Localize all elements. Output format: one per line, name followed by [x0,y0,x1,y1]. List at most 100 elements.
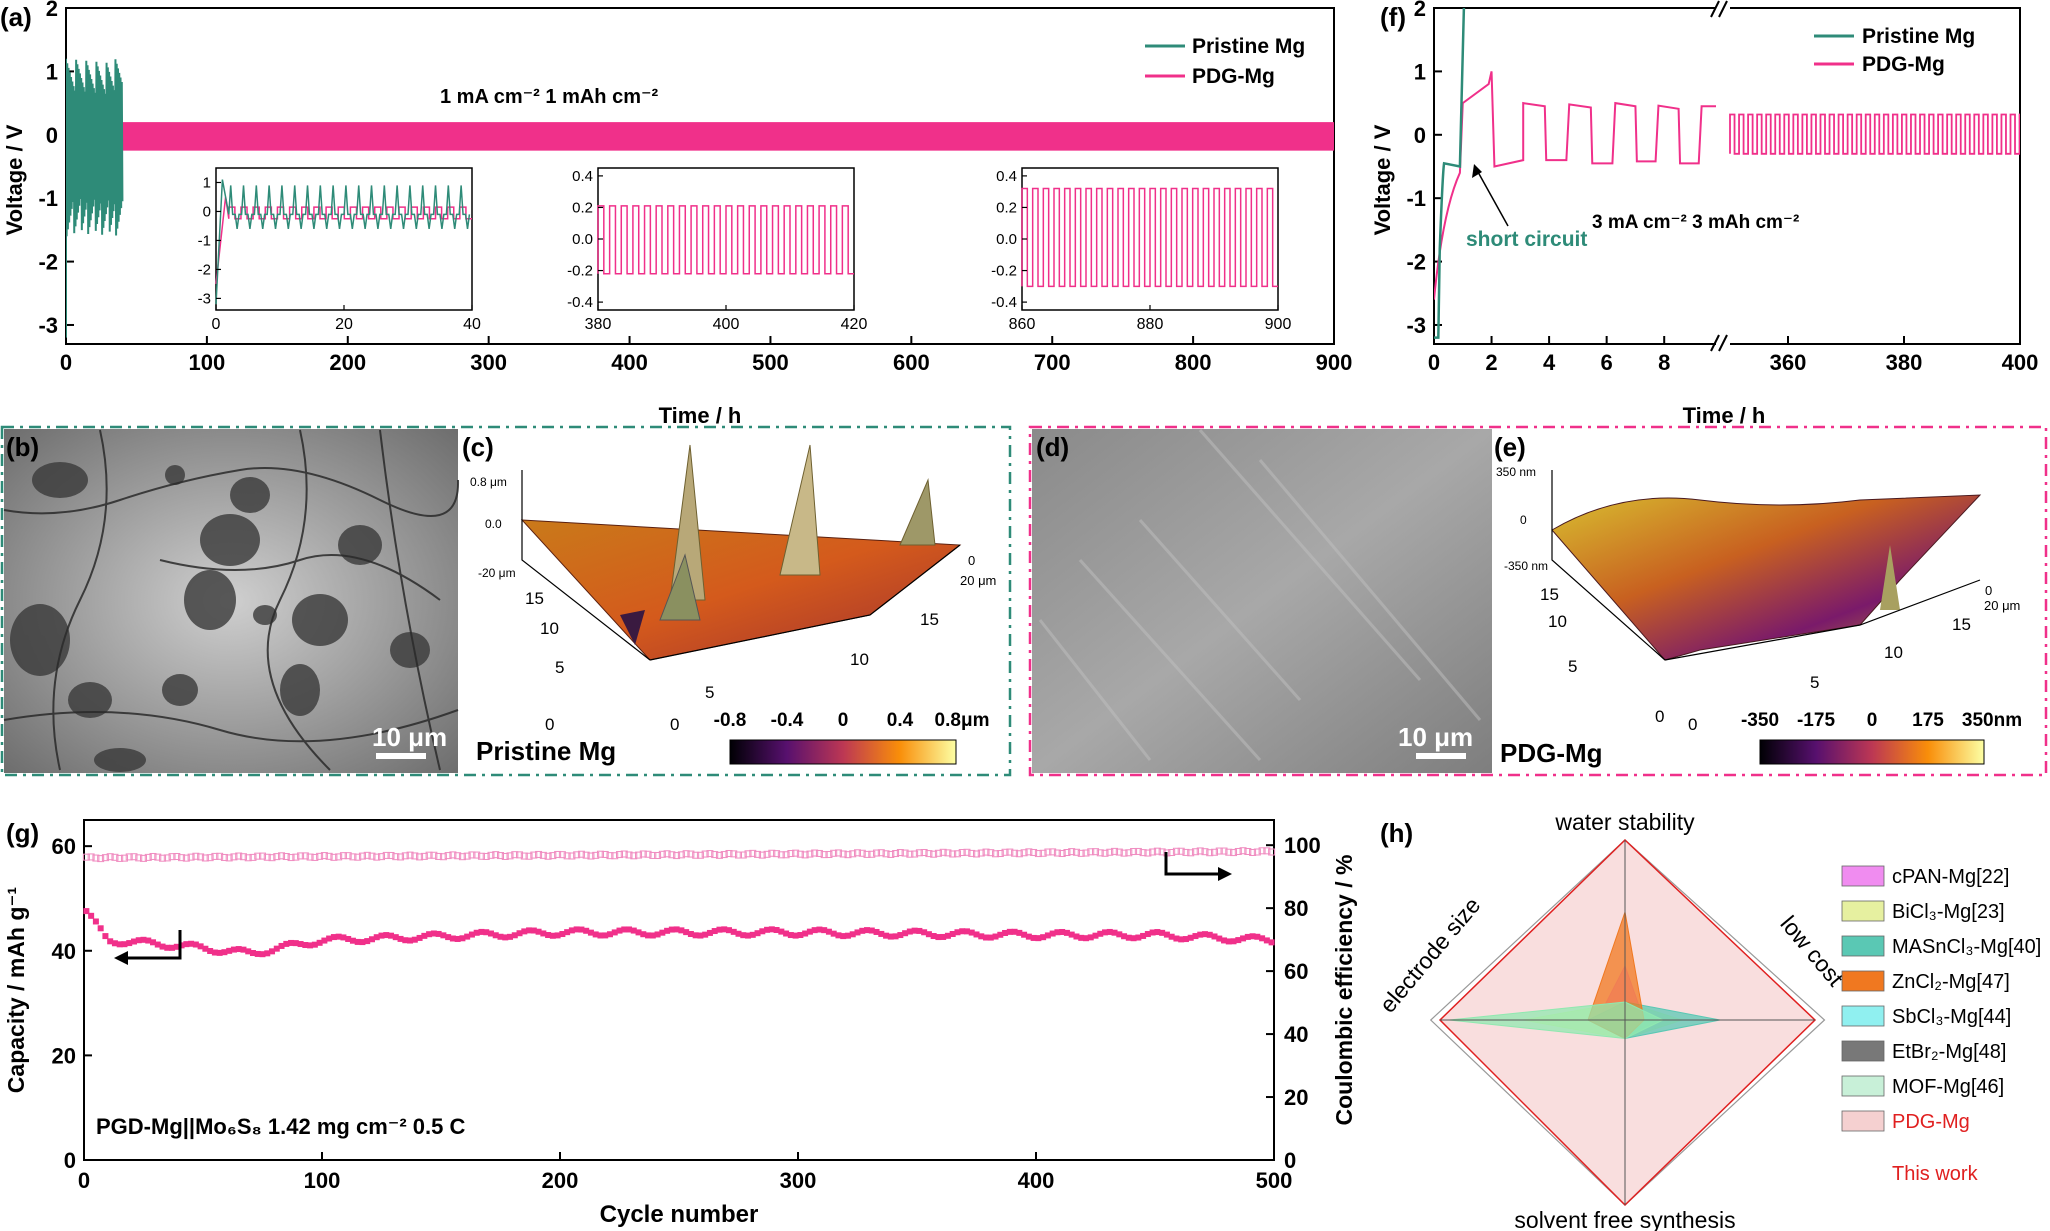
capacity-point [716,926,723,933]
capacity-point [864,927,871,934]
sem-image-d: 10 μm (d) [1032,429,1492,773]
capacity-point [426,931,433,938]
colorbar-e-tick-0: -350 [1741,710,1779,731]
inset1-xtick-label-40: 40 [463,316,481,333]
capacity-point [402,937,409,944]
ce-point [149,852,157,860]
capacity-point [1254,933,1261,940]
capacity-point [768,926,775,933]
capacity-point [654,931,661,938]
capacity-point [173,943,180,950]
capacity-point [240,946,247,953]
ce-point [92,854,100,862]
afm-e-x15: 15 [1952,615,1971,634]
capacity-point [1049,930,1056,937]
capacity-point [1230,938,1237,945]
capacity-point [611,929,618,936]
capacity-point [745,932,752,939]
ce-point [182,854,190,862]
ce-point [335,853,343,861]
capacity-point [821,927,828,934]
capacity-point [1268,939,1275,946]
ce-point [539,851,547,859]
inset2-xtick-label-400: 400 [713,316,740,333]
ce-point [354,853,362,861]
capacity-point [497,933,504,940]
ce-point [230,853,238,861]
g-ytick-label-60: 60 [52,834,76,859]
ce-point [168,853,176,861]
ce-point [406,851,414,859]
capacity-point [116,941,123,948]
capacity-point [216,949,223,956]
ce-point [1120,849,1128,857]
panel-h-label: (h) [1380,818,1413,848]
ce-point [116,854,124,862]
capacity-point [787,932,794,939]
capacity-point [1035,935,1042,942]
capacity-point [1197,931,1204,938]
inset3-ytick-label--0.2: -0.2 [991,263,1017,280]
a-xtick-label-600: 600 [893,350,930,375]
panel-c-label: (c) [462,432,494,462]
f-ytick-label--1: -1 [1406,186,1426,211]
ce-point [1011,849,1019,857]
inset1-ytick-label-1: 1 [203,174,211,191]
afm-e-x10: 10 [1884,643,1903,662]
ce-point [1225,848,1233,856]
ce-point [1268,848,1276,856]
panel-d-label: (d) [1036,432,1069,462]
inset-a2-pdg-series [597,205,854,275]
legend-swatch-2 [1841,935,1885,957]
ce-point [473,851,481,859]
capacity-point [721,926,728,933]
g-xtick-label-500: 500 [1256,1168,1293,1193]
capacity-point [197,943,204,950]
plot-g-annotation: PGD-Mg||Mo₆S₈ 1.42 mg cm⁻² 0.5 C [96,1114,466,1139]
ce-point [858,849,866,857]
capacity-point [1173,935,1180,942]
ce-point [973,850,980,858]
capacity-point [997,931,1004,938]
ce-point [411,852,419,860]
f-ytick-label-0: 0 [1414,123,1426,148]
a-xtick-label-400: 400 [611,350,648,375]
capacity-point [883,932,890,939]
capacity-point [88,912,95,919]
capacity-point [649,932,656,939]
plot-g-left-arrow [122,930,182,960]
g-ytick2-label-40: 40 [1284,1022,1308,1047]
capacity-point [445,934,452,941]
ce-point [235,852,243,860]
ce-point [925,850,933,858]
capacity-point [230,946,237,953]
capacity-point [1006,928,1013,935]
ce-point [696,851,704,859]
f-xtick-label-380: 380 [1886,350,1923,375]
ce-point [420,852,428,860]
ce-point [663,850,671,858]
ce-point [963,848,971,856]
ce-point [468,851,476,859]
capacity-point [130,938,137,945]
inset1-ytick-label-0: 0 [203,203,211,220]
inset3-ytick-label-0.2: 0.2 [996,199,1017,216]
ce-point [349,853,357,861]
capacity-point [440,932,447,939]
ce-point [815,849,823,857]
f-xtick-label-360: 360 [1770,350,1807,375]
ce-point [996,850,1004,858]
ce-point [216,852,224,860]
ce-point [1201,848,1209,856]
capacity-point [792,932,799,939]
ce-point [301,852,309,860]
capacity-point [935,934,942,941]
capacity-point [297,941,304,948]
capacity-point [540,930,547,937]
ce-point [901,849,909,857]
capacity-point [530,927,537,934]
inset1-xtick-label-20: 20 [335,316,353,333]
ce-point [1177,847,1185,855]
capacity-point [288,939,295,946]
ce-point [735,851,742,859]
